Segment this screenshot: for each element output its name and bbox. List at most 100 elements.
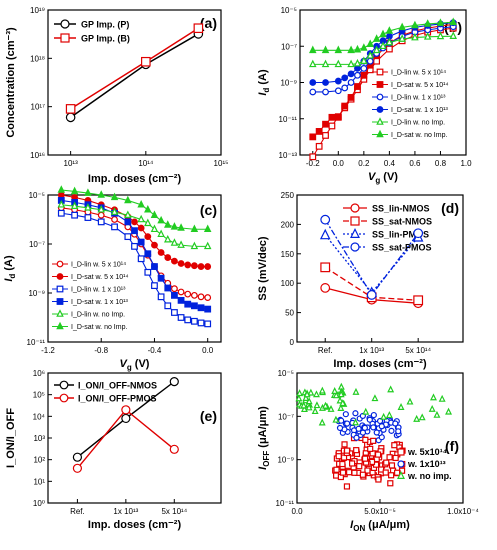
data-point <box>398 22 406 31</box>
data-point <box>295 394 303 402</box>
data-point <box>322 79 329 86</box>
data-point <box>197 263 205 270</box>
panel-label: (e) <box>200 408 217 424</box>
data-point <box>388 427 395 434</box>
data-point <box>361 424 368 431</box>
data-point <box>84 214 92 221</box>
panel-label: (a) <box>200 15 217 31</box>
x-tick-label: 0.8 <box>435 159 447 168</box>
data-point <box>169 444 179 454</box>
data-point <box>334 77 342 85</box>
x-tick-label: 10¹⁴ <box>138 159 154 168</box>
data-point <box>353 447 360 454</box>
data-point <box>361 455 369 462</box>
data-point <box>131 218 138 226</box>
data-point <box>97 218 105 226</box>
legend-entry: I_D-sat w. 1 x 10¹³ <box>391 107 448 114</box>
legend-marker <box>56 260 64 268</box>
data-point <box>170 238 179 246</box>
data-point <box>157 215 165 224</box>
x-tick-label: -0.4 <box>148 346 162 355</box>
plot-frame-1 <box>47 9 222 156</box>
data-point <box>137 238 145 246</box>
series-1 <box>72 377 179 462</box>
data-point <box>327 404 335 412</box>
data-point <box>150 210 159 218</box>
data-point <box>379 29 387 38</box>
data-point <box>430 393 437 401</box>
series-5 <box>57 200 212 250</box>
y-tick-label: 10⁴ <box>33 412 46 421</box>
data-point <box>184 300 192 308</box>
data-point <box>164 254 172 261</box>
panel-label: (f) <box>445 438 459 454</box>
y-tick-label: 50 <box>285 309 294 318</box>
data-point <box>320 214 331 225</box>
data-point <box>351 469 358 476</box>
data-point <box>144 233 152 241</box>
data-point <box>204 263 212 270</box>
legend-entry: I_D-sat w. no Imp. <box>71 324 127 331</box>
data-point <box>190 302 198 310</box>
x-category-label: 1x 10¹³ <box>113 507 138 516</box>
x-category-label: Ref. <box>318 346 333 355</box>
data-point <box>121 413 131 424</box>
data-point <box>151 241 158 249</box>
data-point <box>72 452 83 462</box>
legend-entry: I_D-lin w. 1 x 10¹³ <box>391 95 446 102</box>
data-point <box>395 428 402 435</box>
y-axis-label: I_ON/I_OFF <box>5 408 17 468</box>
data-point <box>392 420 399 427</box>
data-point <box>163 234 172 243</box>
x-tick-label: 1.0x10⁻⁴ <box>447 507 479 516</box>
data-point <box>322 132 329 139</box>
data-point <box>406 397 414 405</box>
y-axis-label: IOFF (μA/μm) <box>257 406 271 470</box>
data-point <box>387 385 395 393</box>
data-point <box>184 316 192 324</box>
y-tick-label: 0 <box>290 338 295 347</box>
data-point <box>177 260 185 267</box>
data-point <box>373 429 380 436</box>
data-point <box>193 23 204 34</box>
x-tick-label: -0.8 <box>94 346 108 355</box>
data-point <box>371 394 379 402</box>
data-point <box>137 214 145 223</box>
data-point <box>131 227 138 235</box>
legend-marker <box>350 228 360 238</box>
x-axis-label: ION (μA/μm) <box>350 519 410 533</box>
data-point <box>445 407 453 415</box>
series-line <box>312 22 454 84</box>
data-point <box>170 222 179 230</box>
data-point <box>360 71 368 79</box>
data-point <box>315 128 323 135</box>
x-axis-label: Vg (V) <box>120 358 150 372</box>
data-point <box>353 58 362 67</box>
data-point <box>367 445 374 452</box>
data-point <box>318 418 326 426</box>
data-point <box>171 285 178 293</box>
data-point <box>121 405 131 415</box>
data-point <box>124 233 132 241</box>
plot-frame-4 <box>296 194 464 343</box>
legend-marker <box>397 448 405 456</box>
data-point <box>411 32 419 41</box>
data-point <box>360 43 368 51</box>
data-point <box>394 469 401 476</box>
data-point <box>366 50 375 59</box>
data-point <box>110 192 119 201</box>
data-point <box>204 320 212 328</box>
data-point <box>124 210 132 218</box>
y-tick-label: 10⁻⁷ <box>281 42 297 51</box>
x-tick-label: 0.0 <box>333 159 345 168</box>
legend-marker <box>56 309 64 317</box>
data-point <box>362 436 369 443</box>
data-point <box>364 467 371 474</box>
data-point <box>309 133 317 141</box>
y-tick-label: 10⁻⁹ <box>280 79 297 88</box>
y-tick-label: 10⁻⁷ <box>29 240 45 249</box>
data-point <box>332 391 340 399</box>
legend-marker <box>350 242 360 252</box>
x-tick-label: -1.2 <box>41 346 55 355</box>
data-point <box>343 447 351 454</box>
